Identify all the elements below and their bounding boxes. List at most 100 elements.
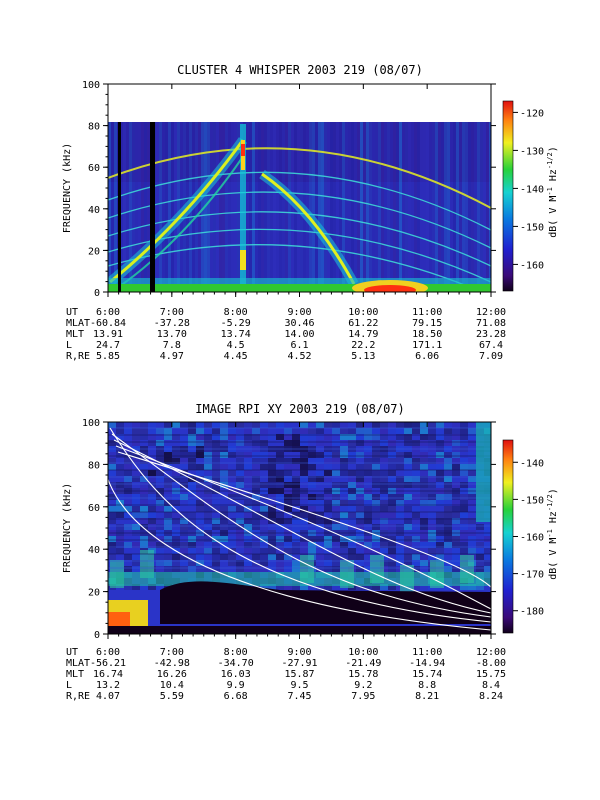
panel-1-colorbar-scale: [502, 100, 514, 292]
panel-2-ephemeris: UT 6:00 7:00 8:00 9:00 10:00 11:00 12:00 MLAT -56…: [66, 647, 506, 702]
texture-cell: [324, 584, 332, 590]
model-curve: [117, 451, 491, 605]
texture-cell: [388, 476, 396, 482]
texture-cell: [116, 518, 124, 524]
texture-cell: [108, 518, 116, 524]
texture-cell: [108, 452, 116, 458]
texture-cell: [396, 464, 404, 470]
texture-cell: [404, 542, 412, 548]
texture-cell: [396, 554, 404, 560]
texture-cell: [140, 446, 148, 452]
texture-cell: [484, 536, 491, 542]
texture-cell: [484, 530, 491, 536]
texture-cell: [356, 566, 364, 572]
texture-cell: [156, 428, 164, 434]
texture-cell: [396, 542, 404, 548]
texture-cell: [252, 428, 260, 434]
ephemeris-value: 4.97: [160, 351, 184, 362]
texture-cell: [164, 476, 172, 482]
texture-cell: [476, 542, 484, 548]
texture-cell: [212, 494, 220, 500]
ephemeris-value: 10:00: [348, 647, 378, 658]
texture-cell: [236, 506, 244, 512]
texture-cell: [364, 482, 372, 488]
texture-cell: [468, 434, 476, 440]
texture-cell: [380, 470, 388, 476]
texture-cell: [172, 428, 180, 434]
texture-cell: [476, 536, 484, 542]
texture-cell: [396, 482, 404, 488]
texture-cell: [468, 488, 476, 494]
texture-cell: [404, 458, 412, 464]
texture-cell: [252, 488, 260, 494]
texture-column: [465, 122, 468, 292]
texture-cell: [468, 530, 476, 536]
texture-cell: [348, 548, 356, 554]
texture-cell: [468, 512, 476, 518]
texture-cell: [340, 536, 348, 542]
texture-column: [174, 122, 177, 292]
texture-cell: [420, 548, 428, 554]
texture-cell: [388, 452, 396, 458]
texture-column: [477, 122, 480, 292]
texture-cell: [308, 482, 316, 488]
texture-cell: [316, 452, 324, 458]
texture-column: [165, 122, 168, 292]
texture-cell: [460, 446, 468, 452]
texture-cell: [268, 494, 276, 500]
ephemeris-value: 4.5: [227, 340, 245, 351]
texture-cell: [196, 482, 204, 488]
texture-cell: [228, 452, 236, 458]
texture-cell: [324, 560, 332, 566]
texture-cell: [244, 482, 252, 488]
texture-cell: [188, 554, 196, 560]
texture-cell: [196, 440, 204, 446]
texture-cell: [468, 494, 476, 500]
texture-cell: [172, 488, 180, 494]
y-tick-label: 60: [88, 503, 100, 514]
texture-cell: [396, 494, 404, 500]
texture-cell: [236, 446, 244, 452]
texture-cell: [452, 452, 460, 458]
texture-cell: [252, 530, 260, 536]
texture-cell: [428, 548, 436, 554]
texture-cell: [244, 452, 252, 458]
texture-cell: [292, 428, 300, 434]
texture-cell: [468, 506, 476, 512]
texture-cell: [396, 422, 404, 428]
texture-cell: [276, 470, 284, 476]
texture-cell: [260, 560, 268, 566]
texture-cell: [380, 440, 388, 446]
texture-cell: [276, 512, 284, 518]
texture-cell: [388, 500, 396, 506]
texture-cell: [140, 440, 148, 446]
texture-cell: [108, 440, 116, 446]
texture-cell: [164, 542, 172, 548]
texture-cell: [388, 488, 396, 494]
texture-cell: [396, 452, 404, 458]
texture-cell: [324, 518, 332, 524]
texture-cell: [348, 530, 356, 536]
ephemeris-value: 171.1: [412, 340, 442, 351]
colorbar-tick-label: -140: [520, 458, 544, 469]
texture-cell: [276, 548, 284, 554]
texture-cell: [452, 446, 460, 452]
texture-cell: [364, 536, 372, 542]
texture-cell: [244, 512, 252, 518]
texture-cell: [164, 434, 172, 440]
texture-cell: [484, 548, 491, 554]
ephemeris-value: 10:00: [348, 307, 378, 318]
texture-cell: [372, 482, 380, 488]
texture-cell: [412, 428, 420, 434]
texture-cell: [132, 446, 140, 452]
texture-cell: [332, 440, 340, 446]
texture-cell: [228, 506, 236, 512]
texture-cell: [436, 452, 444, 458]
texture-cell: [252, 452, 260, 458]
texture-cell: [148, 458, 156, 464]
texture-cell: [332, 464, 340, 470]
texture-cell: [436, 518, 444, 524]
texture-column: [414, 122, 417, 292]
texture-cell: [212, 446, 220, 452]
texture-cell: [220, 446, 228, 452]
